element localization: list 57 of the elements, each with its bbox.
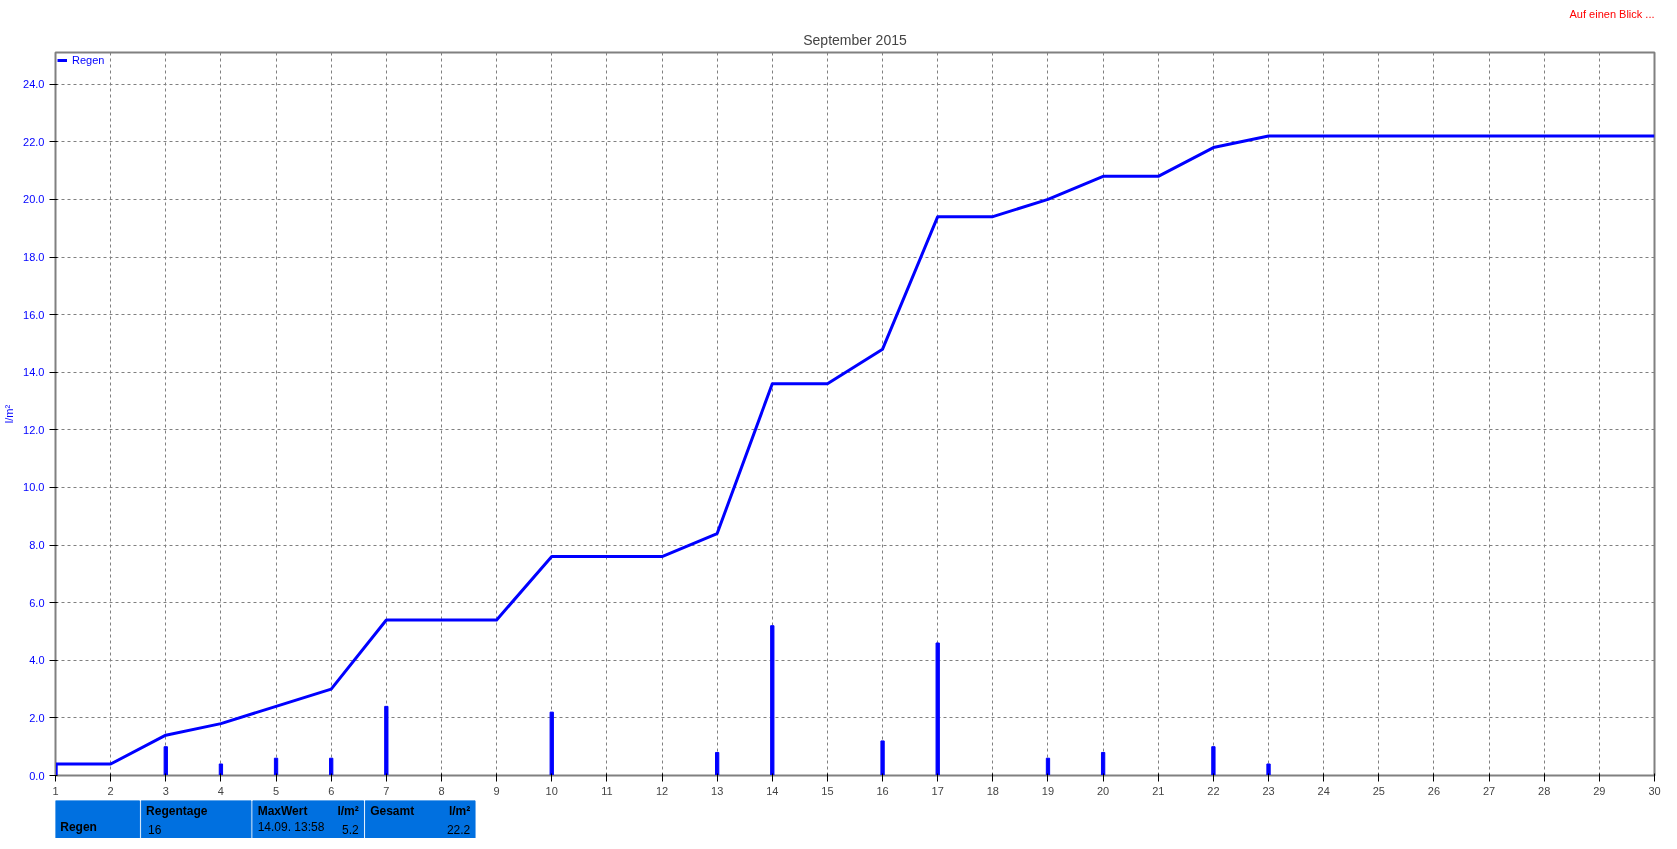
x-tick-label: 17 bbox=[931, 784, 944, 797]
x-tick-label: 14 bbox=[766, 784, 779, 797]
x-tick-label: 16 bbox=[876, 784, 889, 797]
y-tick-label: 4.0 bbox=[29, 654, 45, 667]
x-tick-label: 3 bbox=[162, 784, 169, 797]
y-tick-label: 20.0 bbox=[23, 193, 45, 206]
x-tick-label: 30 bbox=[1648, 784, 1661, 797]
y-tick-label: 22.0 bbox=[23, 135, 45, 148]
x-tick-label: 12 bbox=[655, 784, 669, 797]
x-tick-label: 23 bbox=[1262, 784, 1275, 797]
x-tick-label: 20 bbox=[1097, 784, 1110, 797]
x-tick-label: 27 bbox=[1482, 784, 1496, 797]
x-tick-label: 10 bbox=[545, 784, 558, 797]
x-tick-label: 15 bbox=[821, 784, 834, 797]
y-tick-label: 2.0 bbox=[29, 711, 45, 724]
y-tick-label: 10.0 bbox=[23, 481, 45, 494]
x-tick-label: 8 bbox=[438, 784, 445, 797]
x-tick-label: 19 bbox=[1041, 784, 1055, 797]
text: Gesamt bbox=[370, 803, 415, 818]
y-tick-label: 6.0 bbox=[29, 596, 45, 609]
text: Regen bbox=[60, 819, 97, 834]
y-tick-label: 16.0 bbox=[23, 308, 45, 321]
x-tick-label: 29 bbox=[1593, 784, 1606, 797]
x-tick-label: 4 bbox=[217, 784, 224, 797]
y-tick-label: 12.0 bbox=[23, 423, 45, 436]
y-tick-label: 18.0 bbox=[23, 251, 45, 264]
text: Regentage bbox=[146, 803, 208, 818]
x-tick-label: 6 bbox=[328, 784, 335, 797]
chart-title: September 2015 bbox=[803, 31, 907, 48]
x-tick-label: 18 bbox=[986, 784, 999, 797]
text: l/m² bbox=[337, 803, 359, 818]
y-tick-label: 0.0 bbox=[29, 769, 45, 782]
text: Regen bbox=[72, 54, 105, 66]
x-tick-label: 7 bbox=[383, 784, 390, 797]
x-tick-label: 28 bbox=[1538, 784, 1551, 797]
x-tick-label: 9 bbox=[493, 784, 500, 797]
text: Auf einen Blick ... bbox=[1569, 7, 1655, 20]
y-axis-title: l/m² bbox=[3, 404, 16, 424]
x-tick-label: 24 bbox=[1317, 784, 1330, 797]
x-tick-label: 21 bbox=[1152, 784, 1165, 797]
y-tick-label: 14.0 bbox=[23, 366, 45, 379]
y-tick-label: 24.0 bbox=[23, 78, 45, 91]
x-tick-label: 26 bbox=[1427, 784, 1441, 797]
text: 22.2 bbox=[446, 822, 471, 837]
x-tick-label: 22 bbox=[1207, 784, 1220, 797]
x-tick-label: 25 bbox=[1372, 784, 1385, 797]
x-tick-label: 5 bbox=[272, 784, 280, 797]
text: l/m² bbox=[448, 803, 471, 818]
x-tick-label: 2 bbox=[107, 784, 114, 797]
text: 5.2 bbox=[342, 822, 360, 837]
text: 16 bbox=[147, 822, 162, 837]
x-tick-label: 13 bbox=[711, 784, 724, 797]
text: 14.09. 13:58 bbox=[257, 819, 325, 834]
x-tick-label: 1 bbox=[52, 784, 59, 797]
x-tick-label: 11 bbox=[601, 784, 613, 797]
y-tick-label: 8.0 bbox=[29, 539, 45, 552]
text: MaxWert bbox=[257, 803, 308, 818]
